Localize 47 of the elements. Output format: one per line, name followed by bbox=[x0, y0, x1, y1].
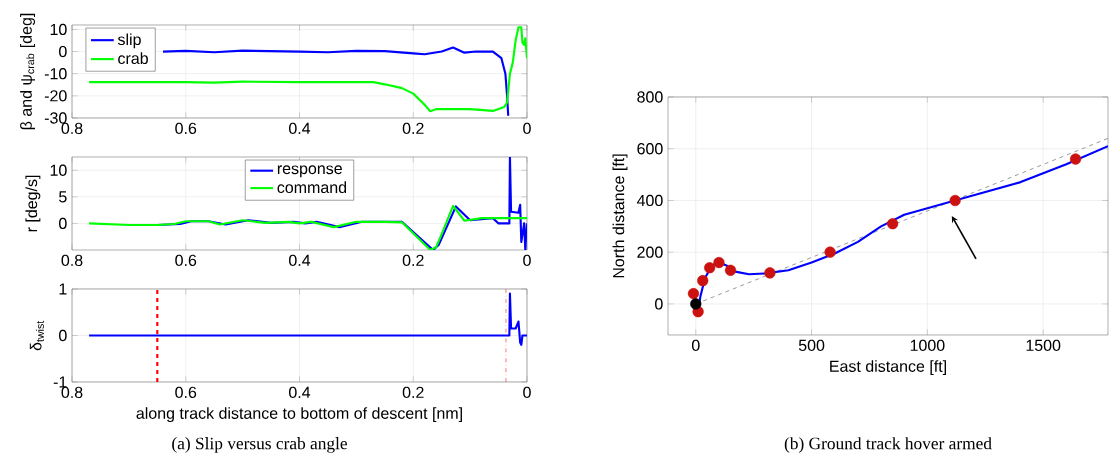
legend-label: command bbox=[277, 181, 347, 194]
x-tick-label: 0.2 bbox=[402, 122, 424, 135]
y-tick-label: 0 bbox=[59, 45, 67, 58]
legend-label: slip bbox=[117, 33, 141, 49]
x-axis-title: East distance [ft] bbox=[830, 360, 946, 376]
x-tick-label: 0.2 bbox=[402, 254, 424, 267]
x-tick-label: 0.6 bbox=[175, 122, 197, 135]
text: (a) Slip versus crab angle bbox=[172, 437, 347, 453]
x-tick-label: 0.2 bbox=[402, 386, 424, 399]
x-tick-label: 0.6 bbox=[175, 386, 197, 399]
x-tick-label: 0 bbox=[523, 254, 531, 267]
legend-label: crab bbox=[118, 52, 148, 65]
y-tick-label: -30 bbox=[44, 112, 67, 124]
text: (b) Ground track hover armed bbox=[784, 437, 992, 453]
x-tick-label: 0.4 bbox=[289, 254, 311, 267]
y-axis-title: δ$_{twist}$ bbox=[29, 320, 44, 351]
y-tick-label: 10 bbox=[50, 23, 67, 36]
x-axis-title: along track distance to bottom of descent [nm] bbox=[136, 407, 462, 423]
x-tick-label: 0.8 bbox=[61, 254, 83, 267]
y-tick-label: 0 bbox=[59, 217, 67, 230]
y-axis-title: β and ψ$_{crab}$ [deg] bbox=[20, 13, 36, 130]
y-tick-label: 10 bbox=[50, 164, 67, 176]
y-tick-label: -20 bbox=[44, 90, 67, 102]
y-axis-title: North distance [ft] bbox=[612, 154, 628, 278]
y-axis-title: r [deg/s] bbox=[25, 175, 41, 232]
x-tick-label: 0 bbox=[691, 339, 700, 352]
y-tick-label: 800 bbox=[637, 91, 663, 103]
x-tick-label: 0 bbox=[523, 386, 531, 399]
x-tick-label: 0 bbox=[523, 122, 531, 135]
y-tick-label: 200 bbox=[637, 246, 663, 258]
x-tick-label: 1000 bbox=[910, 339, 945, 352]
x-tick-label: 0.8 bbox=[61, 386, 83, 399]
y-tick-label: -10 bbox=[44, 68, 67, 80]
y-tick-label: 0 bbox=[59, 329, 67, 342]
y-tick-label: 0 bbox=[655, 298, 663, 310]
y-tick-label: 5 bbox=[59, 191, 67, 203]
y-tick-label: 1 bbox=[59, 283, 67, 295]
y-tick-label: 600 bbox=[637, 143, 663, 155]
y-tick-label: -1 bbox=[53, 376, 67, 388]
x-tick-label: 0.8 bbox=[61, 122, 83, 135]
x-tick-label: 500 bbox=[798, 339, 825, 352]
x-tick-label: 0.4 bbox=[289, 386, 311, 399]
x-tick-label: 1500 bbox=[1026, 339, 1061, 352]
x-tick-label: 0.6 bbox=[175, 254, 197, 267]
x-tick-label: 0.4 bbox=[289, 122, 311, 135]
legend-label: response bbox=[277, 165, 342, 178]
y-tick-label: 400 bbox=[636, 194, 663, 207]
